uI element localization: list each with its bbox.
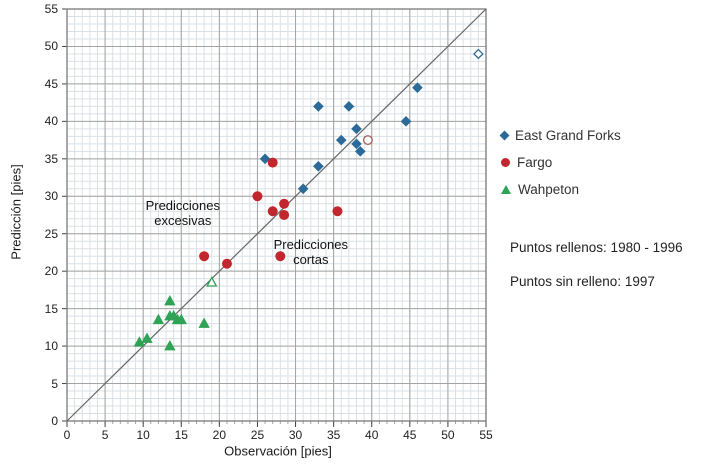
annotation-line: Predicciones (273, 237, 348, 253)
y-tick-label: 45 (44, 76, 58, 91)
x-tick-label: 10 (136, 428, 150, 442)
wahpeton-point (133, 336, 146, 347)
note-filled-points: Puntos rellenos: 1980 - 1996 (510, 240, 683, 255)
x-axis-title: Observación [pies] (224, 443, 332, 459)
identity-line (66, 8, 487, 422)
annotation-line: excesivas (154, 212, 212, 228)
wahpeton-point (152, 313, 165, 325)
legend-item-fargo: Fargo (501, 149, 621, 176)
east-grand-forks-point (351, 138, 362, 150)
x-tick-label: 30 (288, 428, 303, 442)
fargo-point (332, 206, 343, 217)
y-tick-label: 30 (44, 189, 58, 204)
annotation-cortas: Predicciones cortas (274, 237, 348, 267)
wahpeton-open-point-1997 (206, 276, 218, 287)
note-open-points: Puntos sin relleno: 1997 (510, 274, 655, 289)
legend-notes: Puntos rellenos: 1980 - 1996 Puntos sin … (510, 240, 683, 308)
y-tick-label: 50 (44, 39, 58, 54)
x-tick-label: 15 (174, 428, 188, 442)
annotation-line: Predicciones (145, 197, 220, 213)
fargo-point (279, 209, 290, 220)
wahpeton-point (164, 294, 176, 306)
circle-marker-icon (501, 158, 510, 167)
legend-label: East Grand Forks (515, 128, 621, 143)
x-tick-label: 35 (326, 428, 341, 442)
legend-item-east-grand-forks: East Grand Forks (499, 122, 621, 149)
east-grand-forks-point (313, 160, 324, 172)
plot-border (66, 8, 487, 422)
east-grand-forks-point (354, 146, 366, 157)
y-tick-label: 10 (44, 339, 58, 354)
east-grand-forks-point (343, 101, 355, 112)
wahpeton-point (164, 339, 176, 351)
legend-item-wahpeton: Wahpeton (501, 176, 621, 203)
diamond-marker-icon (499, 130, 510, 141)
east-grand-forks-point (400, 116, 412, 127)
east-grand-forks-point (259, 153, 271, 165)
fargo-point (267, 206, 278, 217)
fargo-point (221, 258, 232, 269)
y-tick-label: 40 (44, 114, 58, 129)
annotation-excesivas: Predicciones excesivas (146, 198, 220, 228)
fargo-point (252, 191, 263, 202)
x-tick-label: 5 (101, 428, 109, 442)
legend: East Grand Forks Fargo Wahpeton (499, 122, 621, 203)
y-tick-label: 0 (51, 414, 58, 428)
x-tick-label: 25 (250, 428, 265, 442)
east-grand-forks-point (313, 101, 324, 112)
y-tick-label: 25 (44, 226, 58, 241)
y-axis-title: Predicción [pies] (8, 164, 24, 260)
fargo-point (267, 157, 278, 168)
y-tick-label: 35 (44, 151, 58, 166)
fargo-point (199, 251, 210, 262)
y-tick-label: 15 (44, 301, 58, 316)
wahpeton-point (198, 317, 210, 328)
y-tick-label: 55 (44, 2, 58, 16)
fargo-point (275, 251, 286, 262)
legend-label: Wahpeton (518, 182, 580, 197)
x-tick-label: 0 (63, 428, 71, 442)
triangle-marker-icon (501, 185, 511, 194)
fargo-open-point-1997 (362, 135, 373, 146)
x-tick-label: 40 (365, 428, 379, 442)
x-tick-label: 50 (441, 428, 455, 442)
y-tick-label: 20 (44, 264, 58, 279)
wahpeton-point (141, 332, 153, 343)
fargo-point (279, 198, 290, 209)
x-tick-label: 20 (212, 428, 227, 442)
x-tick-label: 45 (403, 428, 417, 442)
y-tick-label: 5 (51, 376, 58, 391)
legend-label: Fargo (517, 155, 553, 170)
east-grand-forks-open-point-1997 (473, 48, 484, 60)
east-grand-forks-point (412, 82, 423, 93)
wahpeton-point (175, 313, 187, 325)
annotation-line: cortas (293, 252, 329, 268)
east-grand-forks-point (297, 183, 309, 195)
x-tick-label: 55 (479, 428, 493, 442)
east-grand-forks-point (351, 123, 362, 135)
east-grand-forks-point (335, 134, 347, 146)
